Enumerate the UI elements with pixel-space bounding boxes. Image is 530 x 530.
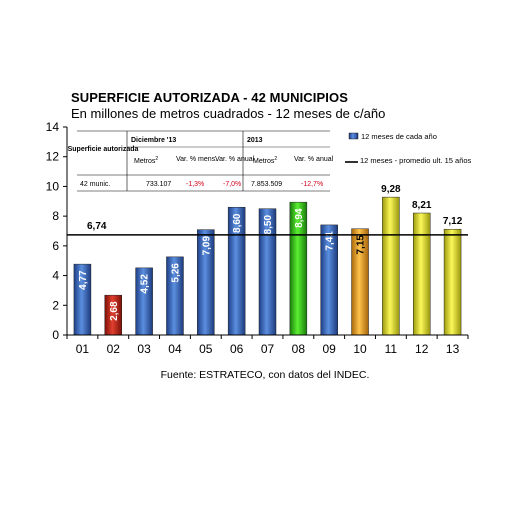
bar-label-07: 8,50: [263, 215, 274, 235]
bars-layer: 4,77 2,68 4,52 5,26 7,09 8,60 8,50 8,94 7,41 9,28…: [73, 184, 463, 336]
table-2013-var-anual: -12,7%: [301, 181, 323, 188]
average-label: 6,74: [87, 221, 107, 232]
chart-title: SUPERFICIE AUTORIZADA - 42 MUNICIPIOS: [71, 90, 348, 105]
bar-label-08: 8,94: [294, 208, 305, 228]
bar-11: [382, 196, 400, 336]
table-col-var-mens: Var. % mens.: [176, 156, 217, 163]
table-row-label: 42 munic.: [80, 181, 110, 188]
legend: 12 meses de cada año 12 meses - promedio…: [345, 132, 472, 165]
bar-label-11: 9,28: [381, 184, 401, 195]
y-tick-label: 0: [52, 328, 59, 342]
bar-12: [412, 212, 431, 336]
x-tick-label: 13: [446, 342, 460, 356]
table-dic-metros: 733.107: [146, 181, 171, 188]
table-col-var-anual-2013: Var. % anual: [294, 156, 334, 163]
bar-label-02: 2,68: [109, 301, 120, 321]
chart-subtitle: En millones de metros cuadrados - 12 mes…: [71, 106, 386, 121]
y-tick-label: 2: [52, 298, 59, 312]
bar-label-12: 8,21: [412, 200, 432, 211]
y-tick-label: 10: [46, 179, 60, 193]
y-tick-label: 12: [46, 150, 60, 164]
legend-bar-swatch: [348, 132, 359, 140]
average-layer: 6,74: [67, 221, 468, 236]
y-tick-label: 14: [46, 120, 60, 134]
x-tick-label: 03: [137, 342, 151, 356]
info-table: Superficie autorizada Diciembre '13 2013…: [68, 130, 334, 192]
bar-label-05: 7,09: [201, 235, 212, 255]
bar-label-01: 4,77: [78, 270, 89, 290]
bar-label-03: 4,52: [140, 274, 151, 294]
table-dic-var-anual: -7,0%: [223, 181, 241, 188]
y-tick-label: 4: [52, 269, 59, 283]
x-tick-label: 04: [168, 342, 182, 356]
bar-label-13: 7,12: [443, 216, 463, 227]
y-tick-label: 8: [52, 209, 59, 223]
table-group-2013: 2013: [247, 137, 263, 144]
bar-label-10: 7,15: [356, 235, 367, 255]
x-tick-label: 06: [230, 342, 244, 356]
bar-13: [443, 228, 462, 336]
x-tick-label: 11: [385, 342, 398, 356]
table-2013-metros: 7.853.509: [251, 181, 282, 188]
x-tick-label: 05: [199, 342, 213, 356]
table-row-label-head: Superficie autorizada: [68, 146, 139, 153]
table-col-metros-dic: Metros2: [134, 156, 158, 165]
table-group-dic: Diciembre '13: [131, 137, 176, 144]
x-tick-label: 01: [76, 342, 90, 356]
bar-label-06: 8,60: [232, 213, 243, 233]
x-tick-label: 10: [353, 342, 367, 356]
x-tick-label: 09: [323, 342, 337, 356]
source-note: Fuente: ESTRATECO, con datos del INDEC.: [160, 369, 370, 381]
table-dic-var-mens: -1,3%: [186, 181, 204, 188]
legend-line-label-box: 12 meses - promedio ult. 15 años: [360, 156, 472, 165]
table-col-metros-2013: Metros2: [253, 156, 277, 165]
legend-line-label: 12 meses - promedio ult. 15 años: [360, 156, 472, 165]
bar-label-04: 5,26: [170, 263, 181, 283]
x-tick-label: 08: [292, 342, 306, 356]
x-tick-label: 12: [415, 342, 429, 356]
bar-label-09: 7,41: [325, 231, 336, 251]
x-tick-label: 07: [261, 342, 275, 356]
table-col-var-anual-dic: Var. % anual: [215, 156, 255, 163]
x-tick-label: 02: [107, 342, 121, 356]
legend-bar-label: 12 meses de cada año: [361, 132, 437, 141]
y-tick-label: 6: [52, 239, 59, 253]
